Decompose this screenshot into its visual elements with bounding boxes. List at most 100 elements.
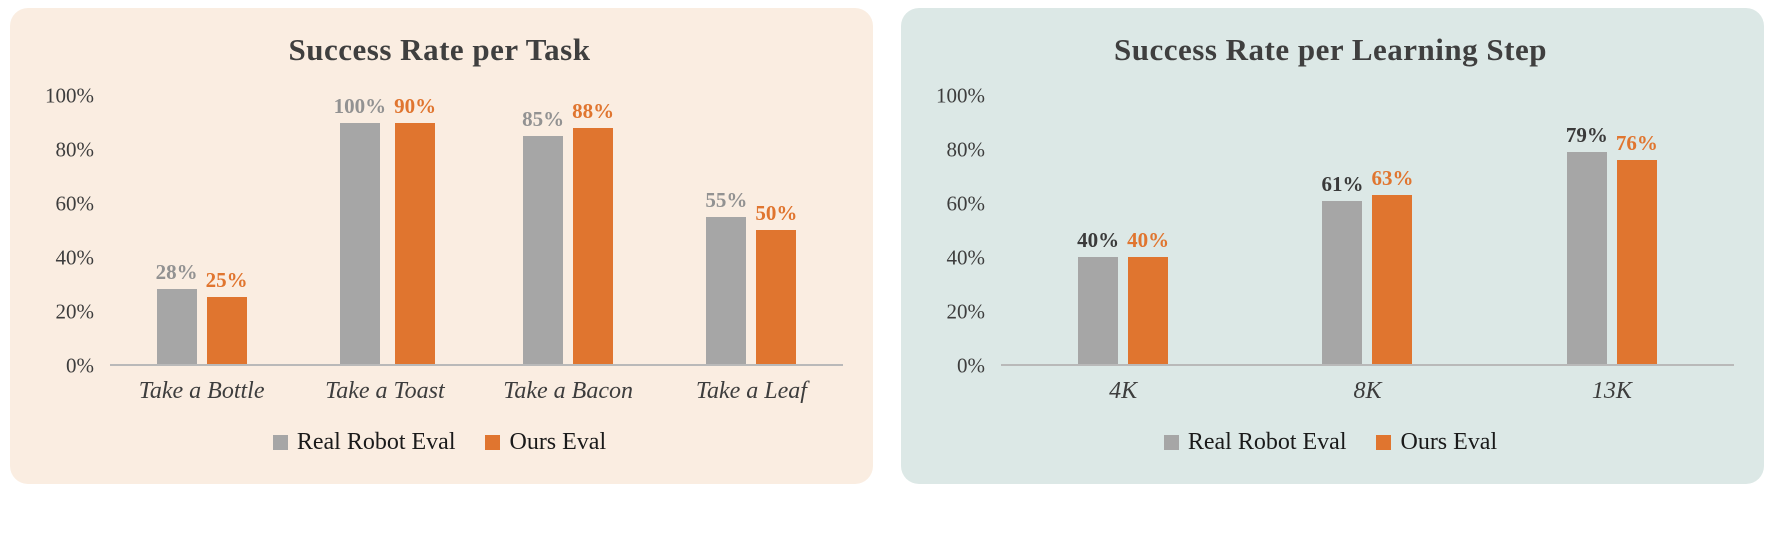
bar-with-label: 25%	[206, 96, 248, 364]
value-label: 50%	[755, 201, 798, 225]
bar-group: 28% 25%	[110, 96, 293, 364]
bar-with-label: 88%	[572, 96, 614, 364]
legend-label: Real Robot Eval	[296, 429, 456, 455]
bar-real-robot-eval	[1078, 256, 1119, 364]
legend-item: Real Robot Eval	[1163, 429, 1347, 456]
category-label: Take a Bacon	[503, 378, 633, 404]
x-axis-row: 4K 8K 13K	[927, 378, 1734, 405]
y-tick-label: 80%	[55, 137, 95, 162]
bar-group: 40% 40%	[1001, 96, 1245, 364]
bar-with-label: 28%	[156, 96, 198, 364]
bar-group: 61% 63%	[1245, 96, 1489, 364]
x-axis-labels: Take a Bottle Take a Toast Take a Bacon Tak…	[110, 378, 843, 405]
bar-chart-success-rate-per-task: 0% 20% 40% 60% 80% 100% 28% 25% 100% 90% 85% 88% 55…	[36, 85, 843, 456]
bar-real-robot-eval	[1566, 152, 1607, 364]
bar-with-label: 76%	[1616, 96, 1658, 364]
value-label: 76%	[1615, 131, 1658, 156]
y-tick-label: 0%	[66, 353, 94, 378]
bars-area: 40% 40% 61% 63% 79% 76%	[1001, 96, 1734, 364]
x-axis-labels: 4K 8K 13K	[1001, 378, 1734, 405]
y-tick-label: 60%	[55, 191, 95, 216]
bar-ours-eval	[1128, 256, 1169, 364]
value-label: 25%	[205, 268, 248, 292]
value-label: 79%	[1565, 123, 1608, 148]
bar-with-label: 40%	[1077, 96, 1119, 364]
bar-ours-eval	[206, 297, 247, 364]
bar-with-label: 100%	[334, 96, 386, 364]
legend-swatch	[272, 435, 288, 450]
bar-with-label: 61%	[1321, 96, 1363, 364]
bar-real-robot-eval	[339, 123, 380, 364]
value-label: 55%	[705, 187, 748, 212]
value-label: 40%	[1077, 227, 1120, 252]
legend-label: Ours Eval	[509, 429, 607, 455]
legend: Real Robot Eval Ours Eval	[36, 429, 843, 456]
bar-ours-eval	[1616, 160, 1657, 364]
figure: Success Rate per Task 0% 20% 40% 60% 80% 100%…	[10, 8, 1764, 484]
category-label: 8K	[1353, 378, 1382, 404]
x-axis-row: Take a Bottle Take a Toast Take a Bacon Tak…	[36, 378, 843, 405]
value-label: 88%	[572, 99, 615, 124]
bar-with-label: 50%	[755, 96, 797, 364]
bar-real-robot-eval	[706, 216, 747, 364]
bar-with-label: 90%	[394, 96, 436, 364]
y-tick-label: 20%	[946, 299, 986, 324]
panel-success-rate-per-task: Success Rate per Task 0% 20% 40% 60% 80% 100%…	[10, 8, 873, 484]
bar-ours-eval	[756, 230, 797, 364]
y-tick-label: 40%	[55, 245, 95, 270]
plot-area: 40% 40% 61% 63% 79% 76%	[1001, 96, 1734, 366]
bar-with-label: 85%	[522, 96, 564, 364]
legend-swatch	[1376, 435, 1392, 450]
y-tick-label: 20%	[55, 299, 95, 324]
category-label: 13K	[1591, 378, 1632, 404]
bar-group: 100% 90%	[293, 96, 476, 364]
legend-swatch	[485, 435, 501, 450]
bar-with-label: 55%	[705, 96, 747, 364]
plot-row: 0% 20% 40% 60% 80% 100% 40% 40% 61% 63% 79% 76%	[927, 85, 1734, 376]
chart-title: Success Rate per Learning Step	[1114, 32, 1547, 67]
y-axis: 0% 20% 40% 60% 80% 100%	[36, 85, 110, 376]
chart-title: Success Rate per Task	[288, 32, 591, 67]
bar-with-label: 63%	[1371, 96, 1413, 364]
value-label: 61%	[1321, 171, 1364, 196]
bar-with-label: 40%	[1127, 96, 1169, 364]
value-label: 90%	[394, 94, 437, 118]
category-label: 4K	[1109, 378, 1138, 404]
y-tick-label: 0%	[957, 353, 985, 378]
y-tick-label: 60%	[946, 191, 986, 216]
y-tick-label: 40%	[946, 245, 986, 270]
axis-spacer	[927, 378, 1001, 405]
bars-area: 28% 25% 100% 90% 85% 88% 55% 50%	[110, 96, 843, 364]
legend-item: Ours Eval	[485, 429, 606, 456]
plot-row: 0% 20% 40% 60% 80% 100% 28% 25% 100% 90% 85% 88% 55…	[36, 85, 843, 376]
y-tick-label: 100%	[936, 83, 985, 108]
bar-ours-eval	[1372, 195, 1413, 364]
legend-swatch	[1163, 435, 1179, 450]
panel-success-rate-per-learning-step: Success Rate per Learning Step 0% 20% 40% 6…	[901, 8, 1764, 484]
bar-group: 55% 50%	[660, 96, 843, 364]
y-tick-label: 80%	[946, 137, 986, 162]
value-label: 85%	[522, 107, 565, 132]
legend-item: Ours Eval	[1376, 429, 1497, 456]
bar-ours-eval	[395, 123, 436, 364]
bar-with-label: 79%	[1566, 96, 1608, 364]
bar-real-robot-eval	[156, 288, 197, 364]
y-axis: 0% 20% 40% 60% 80% 100%	[927, 85, 1001, 376]
legend-item: Real Robot Eval	[272, 429, 456, 456]
category-label: Take a Bottle	[138, 378, 265, 404]
value-label: 40%	[1127, 227, 1170, 252]
legend: Real Robot Eval Ours Eval	[927, 429, 1734, 456]
plot-area: 28% 25% 100% 90% 85% 88% 55% 50%	[110, 96, 843, 366]
bar-group: 79% 76%	[1490, 96, 1734, 364]
legend-label: Ours Eval	[1400, 429, 1498, 455]
value-label: 28%	[155, 259, 198, 284]
y-tick-label: 100%	[45, 83, 94, 108]
value-label: 63%	[1371, 166, 1414, 191]
bar-chart-success-rate-per-learning-step: 0% 20% 40% 60% 80% 100% 40% 40% 61% 63% 79% 76% 4K…	[927, 85, 1734, 456]
bar-ours-eval	[573, 128, 614, 364]
category-label: Take a Toast	[325, 378, 445, 404]
bar-real-robot-eval	[1322, 200, 1363, 364]
category-label: Take a Leaf	[695, 378, 807, 404]
bar-group: 85% 88%	[477, 96, 660, 364]
legend-label: Real Robot Eval	[1187, 429, 1347, 455]
